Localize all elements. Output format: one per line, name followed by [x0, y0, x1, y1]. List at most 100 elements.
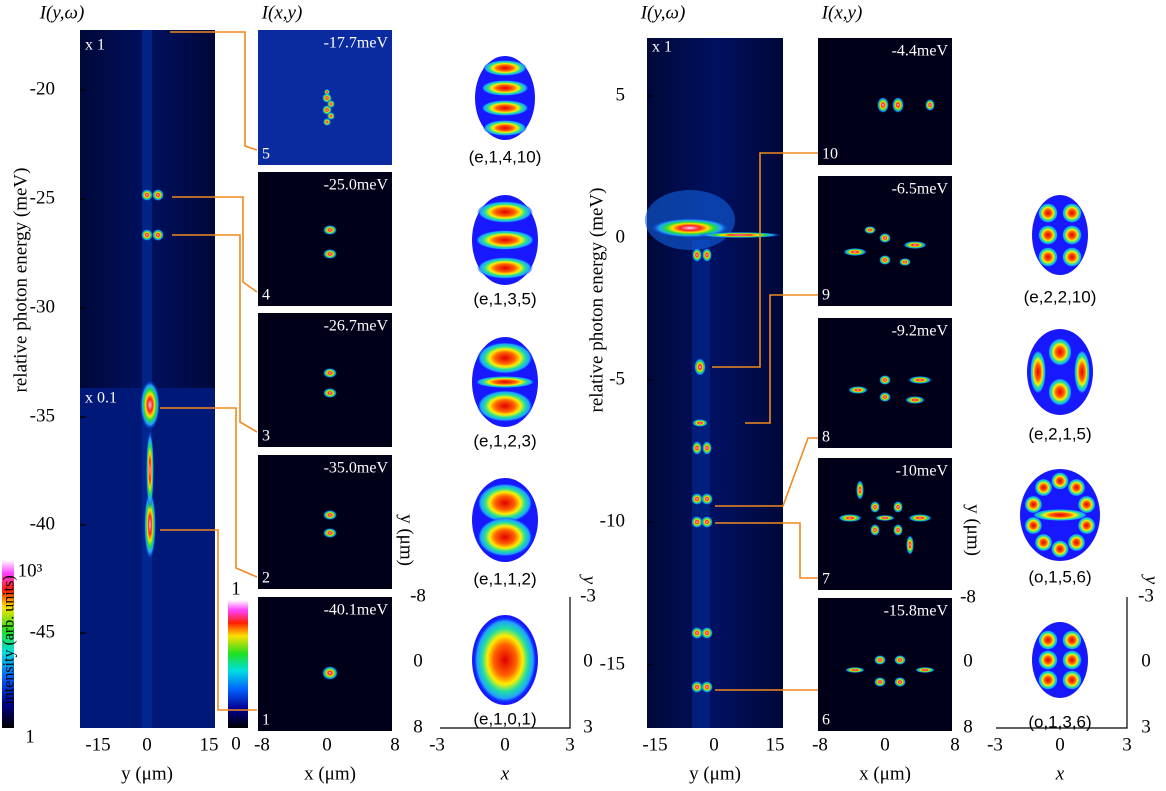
spot: [701, 627, 713, 639]
spot: [702, 441, 712, 455]
mode-image: [818, 458, 952, 590]
connectors: [160, 31, 818, 711]
spot: [838, 514, 862, 522]
spot: [864, 226, 876, 234]
spot: [692, 248, 702, 262]
spot: [1077, 495, 1096, 514]
spot: [1030, 350, 1046, 394]
panel-label: I(x,y): [821, 2, 863, 23]
spot: [473, 616, 537, 704]
spot: [848, 386, 868, 394]
axis-title: y (μm): [963, 504, 984, 556]
spot: [893, 501, 903, 513]
spot: [141, 229, 153, 241]
spot: [1062, 630, 1082, 650]
y-tick-label: -8: [960, 586, 976, 607]
x-tick-label: -3: [987, 734, 1003, 755]
image-index: 2: [262, 570, 270, 587]
energy-label: -6.5meV: [892, 181, 949, 198]
spot: [691, 627, 703, 639]
colorbar: [2, 560, 14, 728]
energy-label: -15.8meV: [884, 603, 949, 620]
x-tick-label: 3: [565, 734, 575, 755]
image-index: 7: [822, 571, 830, 588]
y-tick-label: 5: [616, 84, 626, 105]
image-index: 9: [822, 287, 830, 304]
spot: [692, 441, 702, 455]
spot: [1034, 533, 1053, 552]
spectrum-streak: [142, 30, 152, 728]
spot: [845, 667, 865, 673]
spot: [691, 493, 703, 505]
spot: [1062, 203, 1082, 223]
x-tick-label: 0: [1055, 734, 1065, 755]
scale-label: x 0.1: [85, 390, 117, 407]
colorbar-label: 1: [231, 578, 241, 599]
spot: [1038, 203, 1058, 223]
spot: [146, 430, 154, 510]
mode-label: (e,1,4,10): [469, 147, 542, 166]
mode-label: (o,1,3,6): [1028, 712, 1091, 731]
spot: [1074, 350, 1090, 394]
y-tick-label: 3: [1141, 716, 1151, 737]
spot: [327, 112, 335, 120]
spot: [894, 677, 906, 687]
spot: [1048, 378, 1072, 406]
y-tick-label: -5: [609, 368, 625, 389]
spot: [323, 388, 337, 398]
y-tick-label: -3: [1138, 585, 1154, 606]
spectrum-streak: [692, 240, 710, 728]
colorbar-label: 0: [231, 733, 241, 754]
y-tick-label: -40: [30, 513, 55, 534]
y-tick-label: -3: [580, 585, 596, 606]
y-tick-label: -25: [30, 187, 55, 208]
x-tick-label: -15: [85, 734, 110, 755]
spot: [908, 514, 932, 522]
spot: [894, 655, 906, 665]
spot: [323, 118, 331, 126]
x-tick-label: 3: [1122, 734, 1132, 755]
spot: [1038, 670, 1058, 690]
y-tick-label: 0: [583, 650, 593, 671]
image-index: 8: [822, 429, 830, 446]
mode-image: [258, 172, 392, 306]
axis-title: y (μm): [396, 514, 417, 566]
colorbar-title: intensity (arb. units): [1, 575, 18, 704]
axis: [440, 597, 571, 729]
spot: [870, 524, 880, 536]
spot: [1062, 650, 1082, 670]
spot: [1038, 247, 1058, 267]
y-tick-label: -35: [30, 405, 55, 426]
mode-image: [258, 455, 392, 589]
spot: [915, 667, 935, 673]
spot: [1062, 670, 1082, 690]
spot: [1038, 225, 1058, 245]
y-tick-label: 8: [963, 716, 973, 737]
mode-label: (e,1,3,5): [473, 289, 536, 308]
spot: [874, 677, 886, 687]
panel-label: I(x,y): [261, 2, 303, 23]
artwork: [2, 30, 1100, 731]
spot: [870, 501, 880, 513]
spot: [1038, 630, 1058, 650]
spot: [144, 490, 156, 560]
mode-shape: [1027, 329, 1093, 415]
mode-label: (e,2,2,10): [1024, 287, 1097, 306]
spot: [701, 493, 713, 505]
axis-title: relative photon energy (meV): [586, 188, 607, 413]
y-tick-label: 3: [583, 716, 593, 737]
axis-title: y (μm): [121, 763, 173, 784]
spot: [874, 655, 886, 665]
spot: [477, 257, 533, 279]
spot: [856, 480, 864, 500]
panel-label: I(y,ω): [39, 2, 85, 23]
spot: [879, 255, 891, 265]
colorbar-label: 1: [25, 726, 35, 747]
mode-label: (e,1,0,1): [473, 709, 536, 728]
mode-image: [258, 313, 392, 447]
spot: [879, 233, 891, 243]
image-index: 10: [822, 146, 838, 163]
image-index: 5: [262, 146, 270, 163]
spot: [323, 528, 337, 538]
y-tick-label: -30: [30, 296, 55, 317]
